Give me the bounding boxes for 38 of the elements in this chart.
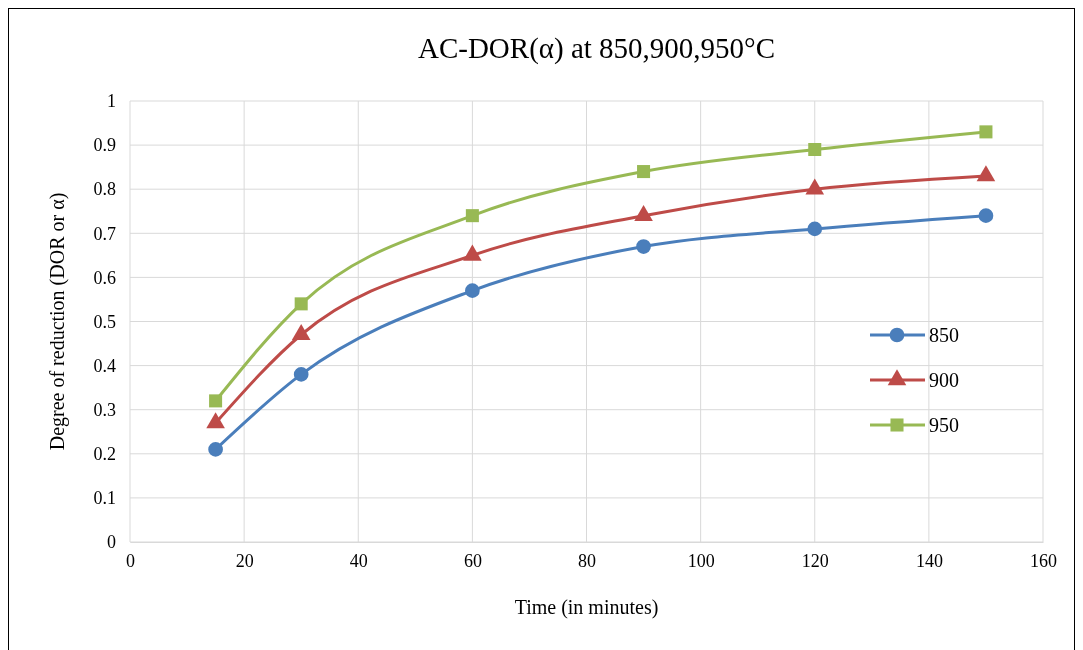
point [636, 239, 651, 254]
point [979, 125, 993, 139]
y-tick-label: 0.9 [93, 135, 116, 156]
point [807, 221, 823, 237]
legend-label: 900 [929, 369, 959, 391]
point [465, 283, 480, 298]
y-tick-label: 0.4 [93, 355, 116, 376]
x-tick-label: 80 [578, 550, 596, 571]
x-tick-label: 140 [915, 550, 943, 571]
point [465, 209, 479, 223]
y-axis-title: Degree of reduction (DOR or α) [46, 192, 69, 451]
point [293, 367, 309, 382]
x-tick-label: 40 [349, 550, 368, 571]
x-tick-label: 0 [126, 550, 135, 571]
x-tick-label: 120 [801, 550, 829, 571]
legend-label: 950 [929, 414, 959, 436]
y-tick-label: 0.1 [93, 488, 116, 509]
y-tick-label: 0 [107, 532, 116, 553]
point [978, 208, 994, 223]
point [808, 142, 822, 157]
y-tick-label: 0.6 [93, 267, 116, 288]
x-tick-label: 160 [1030, 550, 1057, 571]
y-tick-label: 0.5 [93, 311, 116, 332]
point [294, 297, 308, 311]
point [208, 442, 223, 457]
y-tick-label: 1 [107, 91, 116, 112]
x-tick-label: 100 [687, 550, 715, 571]
y-tick-label: 0.2 [93, 444, 116, 465]
point [637, 165, 651, 179]
x-tick-label: 20 [235, 550, 254, 571]
point [209, 394, 223, 408]
y-tick-label: 0.3 [93, 399, 116, 420]
chart-title: AC-DOR(α) at 850,900,950°C [417, 32, 776, 65]
legend-label: 850 [929, 324, 959, 346]
x-tick-label: 60 [463, 550, 482, 571]
x-axis-title: Time (in minutes) [514, 596, 659, 619]
y-tick-label: 0.8 [93, 179, 116, 200]
y-tick-label: 0.7 [93, 223, 116, 244]
